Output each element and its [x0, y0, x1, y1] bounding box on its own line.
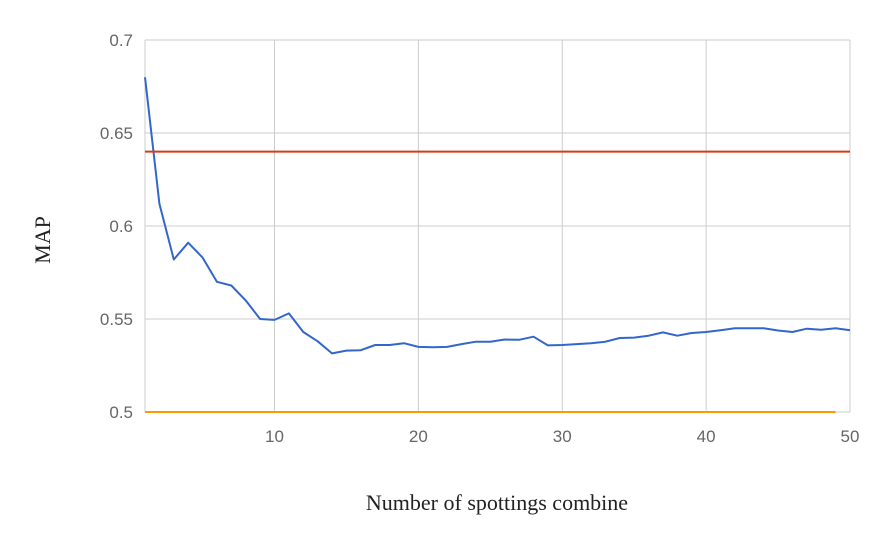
gridlines [144, 39, 851, 413]
y-tick-labels: 0.5 0.55 0.6 0.65 0.7 [100, 31, 133, 422]
series-line-map-curve [144, 77, 851, 355]
y-tick-label: 0.55 [100, 310, 133, 329]
x-tick-label: 40 [697, 427, 716, 446]
x-axis-title: Number of spottings combine [366, 490, 628, 515]
x-tick-label: 20 [409, 427, 428, 446]
x-tick-label: 50 [841, 427, 860, 446]
y-tick-label: 0.6 [109, 217, 133, 236]
x-tick-label: 30 [553, 427, 572, 446]
x-tick-labels: 10 20 30 40 50 [265, 427, 859, 446]
y-tick-label: 0.5 [109, 403, 133, 422]
y-tick-label: 0.7 [109, 31, 133, 50]
series-lines [144, 77, 851, 413]
y-tick-label: 0.65 [100, 124, 133, 143]
y-axis-title: MAP [30, 216, 55, 264]
x-tick-label: 10 [265, 427, 284, 446]
